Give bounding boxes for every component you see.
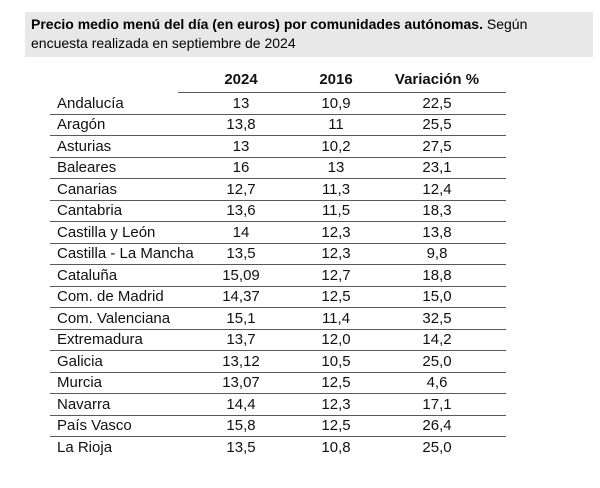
variacion-cell: 25,0 [368,350,506,373]
region-cell: Extremadura [50,329,178,351]
table-row: La Rioja 13,5 10,8 25,0 [50,437,506,458]
header-row: 2024 2016 Variación % [50,67,506,93]
region-cell: Cantabria [50,200,178,222]
title-main: Precio medio menú del día (en euros) por… [31,16,483,32]
variacion-cell: 15,0 [368,286,506,308]
price-2016-cell: 10,5 [304,350,368,373]
variacion-cell: 32,5 [368,307,506,330]
price-2016-cell: 12,5 [304,286,368,308]
variacion-cell: 18,3 [368,200,506,222]
price-2016-cell: 12,3 [304,221,368,244]
table-row: Castilla - La Mancha 13,5 12,3 9,8 [50,243,506,265]
variacion-cell: 23,1 [368,157,506,179]
price-2024-cell: 13,5 [178,243,304,265]
price-2016-cell: 12,7 [304,264,368,287]
table-row: Com. Valenciana 15,1 11,4 32,5 [50,307,506,330]
price-2024-cell: 15,8 [178,415,304,437]
price-2024-cell: 13,5 [226,438,256,456]
region-cell: Andalucía [50,92,178,115]
region-cell: La Rioja [57,438,113,456]
price-2024-cell: 14 [178,221,304,244]
region-cell: Navarra [50,393,178,416]
region-cell: País Vasco [50,415,178,437]
region-cell: Baleares [50,157,178,179]
price-2024-cell: 15,09 [178,264,304,287]
region-cell: Com. Valenciana [50,307,178,330]
title-bar: Precio medio menú del día (en euros) por… [25,12,593,57]
table-row: Asturias 13 10,2 27,5 [50,135,506,158]
price-2024-cell: 13,6 [178,200,304,222]
price-2024-cell: 15,1 [178,307,304,330]
price-2016-cell: 10,9 [304,92,368,115]
header-variacion: Variación % [368,67,506,93]
table-row: Navarra 14,4 12,3 17,1 [50,393,506,416]
table-row: Castilla y León 14 12,3 13,8 [50,221,506,244]
variacion-cell: 17,1 [368,393,506,416]
variacion-cell: 26,4 [368,415,506,437]
price-2024-cell: 13,7 [178,329,304,351]
variacion-cell: 25,5 [368,114,506,136]
price-2024-cell: 13,12 [178,350,304,373]
price-2016-cell: 13 [304,157,368,179]
price-2024-cell: 13 [178,135,304,158]
variacion-cell: 22,5 [368,92,506,115]
price-table: 2024 2016 Variación % Andalucía 13 10,9 … [50,67,506,458]
table-row: Andalucía 13 10,9 22,5 [50,92,506,115]
price-2024-cell: 16 [178,157,304,179]
variacion-cell: 25,0 [422,438,452,456]
table-row: Galicia 13,12 10,5 25,0 [50,350,506,373]
price-2024-cell: 14,4 [178,393,304,416]
title-subtitle: Según encuesta realizada en septiembre d… [31,16,528,51]
table-body: Andalucía 13 10,9 22,5 Aragón 13,8 11 25… [50,92,506,458]
price-2024-cell: 13,07 [178,372,304,394]
region-cell: Galicia [50,350,178,373]
header-2024: 2024 [178,67,304,93]
price-2016-cell: 12,5 [304,372,368,394]
variacion-cell: 9,8 [368,243,506,265]
price-2016-cell: 11,4 [304,307,368,330]
price-2016-cell: 10,2 [304,135,368,158]
price-2016-cell: 12,0 [304,329,368,351]
region-cell: Murcia [50,372,178,394]
table-row: Extremadura 13,7 12,0 14,2 [50,329,506,351]
table-row: Canarias 12,7 11,3 12,4 [50,178,506,201]
price-2016-cell: 11 [304,114,368,136]
table-row: País Vasco 15,8 12,5 26,4 [50,415,506,437]
price-2016-cell: 11,3 [304,178,368,201]
price-2016-cell: 10,8 [321,438,351,456]
region-cell: Canarias [50,178,178,201]
table-row: Aragón 13,8 11 25,5 [50,114,506,136]
header-region [50,67,178,93]
price-2024-cell: 13 [178,92,304,115]
price-2016-cell: 12,3 [304,243,368,265]
variacion-cell: 12,4 [368,178,506,201]
header-2016: 2016 [304,67,368,93]
price-2024-cell: 13,8 [178,114,304,136]
variacion-cell: 13,8 [368,221,506,244]
region-cell: Aragón [50,114,178,136]
region-cell: Castilla - La Mancha [50,243,194,265]
price-2024-cell: 12,7 [178,178,304,201]
region-cell: Castilla y León [50,221,178,244]
table-row: Cantabria 13,6 11,5 18,3 [50,200,506,222]
price-2016-cell: 12,3 [304,393,368,416]
price-2016-cell: 11,5 [304,200,368,222]
variacion-cell: 27,5 [368,135,506,158]
variacion-cell: 4,6 [368,372,506,394]
region-cell: Com. de Madrid [50,286,178,308]
price-2016-cell: 12,5 [304,415,368,437]
region-cell: Cataluña [50,264,178,287]
variacion-cell: 18,8 [368,264,506,287]
price-2024-cell: 14,37 [178,286,304,308]
table-row: Baleares 16 13 23,1 [50,157,506,179]
table-row: Com. de Madrid 14,37 12,5 15,0 [50,286,506,308]
table-row: Murcia 13,07 12,5 4,6 [50,372,506,394]
table-row: Cataluña 15,09 12,7 18,8 [50,264,506,287]
variacion-cell: 14,2 [368,329,506,351]
region-cell: Asturias [50,135,178,158]
